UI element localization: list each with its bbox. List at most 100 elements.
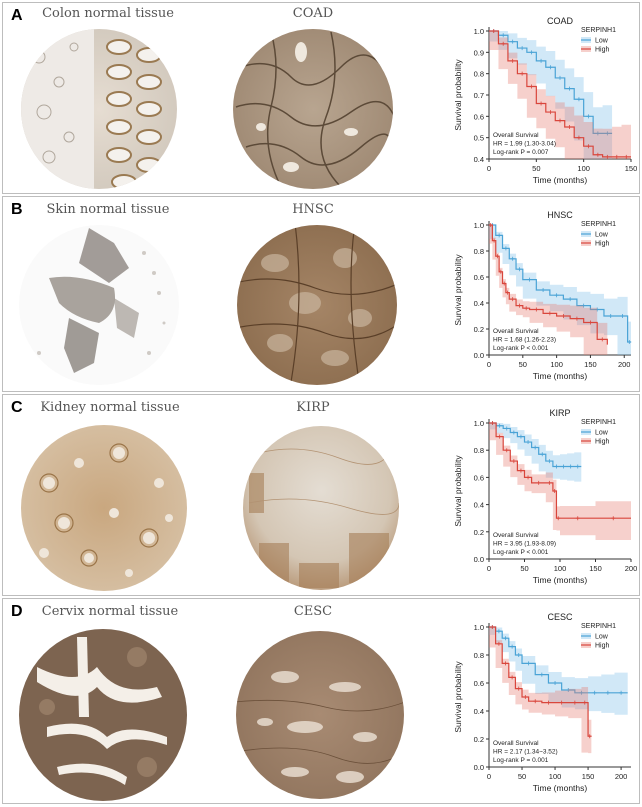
censor-mark [511,459,516,464]
censor-mark [510,297,515,302]
censor-mark [520,46,525,51]
censor-mark [529,50,534,55]
censor-mark [556,516,561,521]
censor-mark [575,464,580,469]
y-tick-label: 0.6 [474,273,484,282]
x-tick-label: 100 [550,360,563,369]
censor-mark [605,690,610,695]
censor-mark [516,653,521,657]
y-axis-label: Survival probability [453,254,463,326]
y-tick-label: 0.4 [474,299,484,308]
censor-mark [561,314,566,318]
stats-text: HR = 3.95 (1.93-8.09) [493,541,556,548]
x-tick-label: 150 [589,564,602,573]
censor-mark [588,320,593,325]
censor-mark [567,125,572,129]
normal-tissue-title: Colon normal tissue [42,6,174,21]
censor-mark [572,700,577,705]
normal-tissue-title: Kidney normal tissue [40,400,180,415]
y-tick-label: 0.4 [474,155,484,164]
censor-mark [510,256,515,261]
confidence-band-high [489,225,608,355]
censor-mark [619,690,624,695]
survival-line-low [489,626,628,694]
censor-mark [533,445,538,450]
censor-mark [497,233,502,238]
censor-mark [498,269,503,274]
censor-mark [510,39,515,44]
x-tick-label: 0 [487,360,491,369]
censor-mark [611,516,616,521]
x-tick-label: 200 [625,564,638,573]
censor-mark [529,84,534,89]
y-tick-label: 0.6 [474,112,484,121]
censor-mark [567,86,572,91]
censor-mark [488,223,493,227]
km-plot-hnsc: HNSC 0.0 0.2 0.4 0.6 0.8 1.0 0 50 100 150 200 Time (… [453,210,632,381]
censor-mark [582,700,587,705]
censor-mark [568,464,573,469]
censor-mark [518,434,523,439]
panel-letter: A [11,7,23,24]
censor-mark [547,311,552,316]
y-tick-label: 0.8 [474,651,484,660]
km-plot-kirp: KIRP 0.0 0.2 0.4 0.6 0.8 1.0 0 50 100 150 200 Time (… [453,408,638,585]
censor-mark [614,154,619,159]
censor-mark [552,489,557,493]
tumor-tissue-title: KIRP [296,400,330,415]
confidence-band-high [489,627,592,754]
censor-mark [491,29,496,33]
censor-mark [501,33,506,38]
censor-mark [576,135,581,140]
censor-mark [586,144,591,149]
y-axis-label: Survival probability [453,59,463,131]
censor-mark [586,114,591,119]
y-tick-label: 0.8 [474,446,484,455]
y-tick-label: 0.2 [474,325,484,334]
censor-mark [566,688,571,692]
censor-mark [495,254,500,259]
x-axis-label: Time (months) [533,175,588,185]
legend-label-low: Low [595,232,609,239]
x-tick-label: 50 [518,772,526,781]
censor-mark [490,421,495,425]
censor-mark [516,686,521,691]
y-tick-label: 1.0 [474,221,484,230]
censor-mark [492,238,497,243]
x-tick-label: 100 [577,164,590,173]
y-tick-label: 1.0 [474,27,484,36]
censor-mark [505,290,510,295]
legend-title: SERPINH1 [581,623,616,630]
km-plot-coad: COAD 0.4 0.5 0.6 0.7 0.8 0.9 1.0 0 50 100 150 Time (… [453,16,638,185]
censor-mark [579,690,584,695]
stats-text: Log-rank P < 0.001 [493,549,549,556]
confidence-band-low [489,31,613,159]
y-tick-label: 0.6 [474,473,484,482]
legend-label-high: High [595,47,610,54]
cervix-normal-tissue-image [19,629,187,801]
x-axis-label: Time (months) [533,783,588,793]
censor-mark [540,452,545,457]
censor-mark [510,644,515,649]
x-tick-label: 150 [625,164,638,173]
censor-mark [554,293,559,298]
stats-text: HR = 1.99 (1.30-3.04) [493,141,556,148]
legend-label-low: Low [595,430,609,437]
y-tick-label: 0.9 [474,48,484,57]
stats-text: Overall Survival [493,328,539,335]
tumor-tissue-title: HNSC [292,202,334,217]
x-tick-label: 200 [615,772,628,781]
y-axis-label: Survival probability [453,661,463,733]
censor-mark [533,699,538,704]
censor-mark [605,154,610,159]
x-tick-label: 0 [487,564,491,573]
x-axis-label: Time (months) [533,371,588,381]
chart-title: HNSC [547,210,573,220]
y-tick-label: 0.0 [474,555,484,564]
panel-letter: D [11,603,23,620]
censor-mark [575,516,580,521]
censor-mark [548,65,553,70]
y-tick-label: 0.4 [474,501,484,510]
stats-text: Overall Survival [493,740,539,747]
censor-mark [526,661,531,666]
